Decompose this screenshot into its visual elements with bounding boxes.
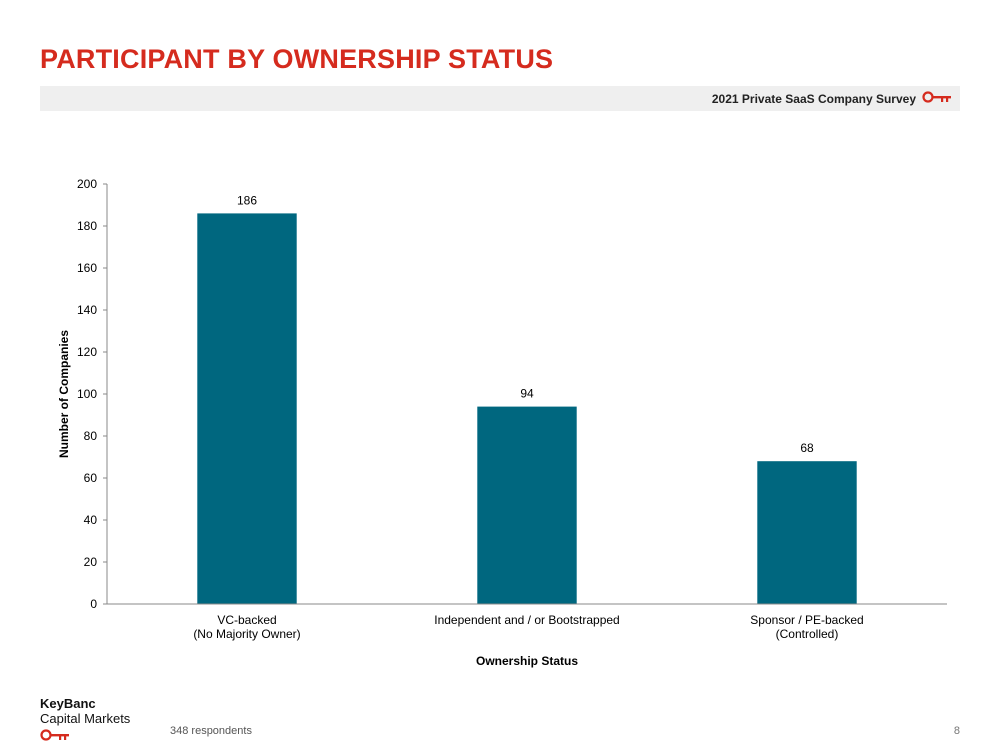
key-icon bbox=[922, 90, 954, 109]
y-axis-title: Number of Companies bbox=[57, 330, 71, 458]
y-tick-label: 20 bbox=[84, 555, 98, 569]
y-tick-label: 140 bbox=[77, 303, 97, 317]
logo-name: KeyBanc bbox=[40, 696, 96, 711]
survey-banner-text: 2021 Private SaaS Company Survey bbox=[711, 92, 916, 106]
bar bbox=[477, 406, 577, 604]
y-tick-label: 200 bbox=[77, 177, 97, 191]
page-number: 8 bbox=[953, 725, 960, 737]
x-tick-label: Independent and / or Bootstrapped bbox=[434, 613, 619, 627]
x-axis-title: Ownership Status bbox=[476, 654, 578, 668]
data-label: 186 bbox=[237, 193, 257, 207]
logo-subtitle: Capital Markets bbox=[40, 711, 131, 726]
y-tick-label: 80 bbox=[84, 429, 98, 443]
data-label: 94 bbox=[520, 387, 534, 401]
y-tick-label: 60 bbox=[84, 471, 98, 485]
bar bbox=[197, 213, 297, 604]
x-tick-label: Sponsor / PE-backed (Controlled) bbox=[750, 613, 863, 641]
survey-banner: 2021 Private SaaS Company Survey bbox=[40, 86, 960, 111]
y-tick-label: 180 bbox=[77, 219, 97, 233]
x-tick-label: VC-backed (No Majority Owner) bbox=[193, 613, 300, 641]
page-title: PARTICIPANT BY OWNERSHIP STATUS bbox=[40, 44, 554, 74]
respondents-note: 348 respondents bbox=[170, 725, 252, 737]
y-tick-label: 40 bbox=[84, 513, 98, 527]
key-icon bbox=[40, 728, 130, 747]
y-tick-label: 100 bbox=[77, 387, 97, 401]
keybanc-logo: KeyBanc Capital Markets bbox=[40, 696, 130, 747]
data-label: 68 bbox=[800, 441, 814, 455]
ownership-bar-chart: 0 20 40 60 80 100 120 140 160 180 200 186 94 68 VC-b… bbox=[57, 177, 947, 668]
y-tick-label: 0 bbox=[90, 597, 97, 611]
y-tick-label: 120 bbox=[77, 345, 97, 359]
y-tick-label: 160 bbox=[77, 261, 97, 275]
bar bbox=[757, 461, 857, 604]
